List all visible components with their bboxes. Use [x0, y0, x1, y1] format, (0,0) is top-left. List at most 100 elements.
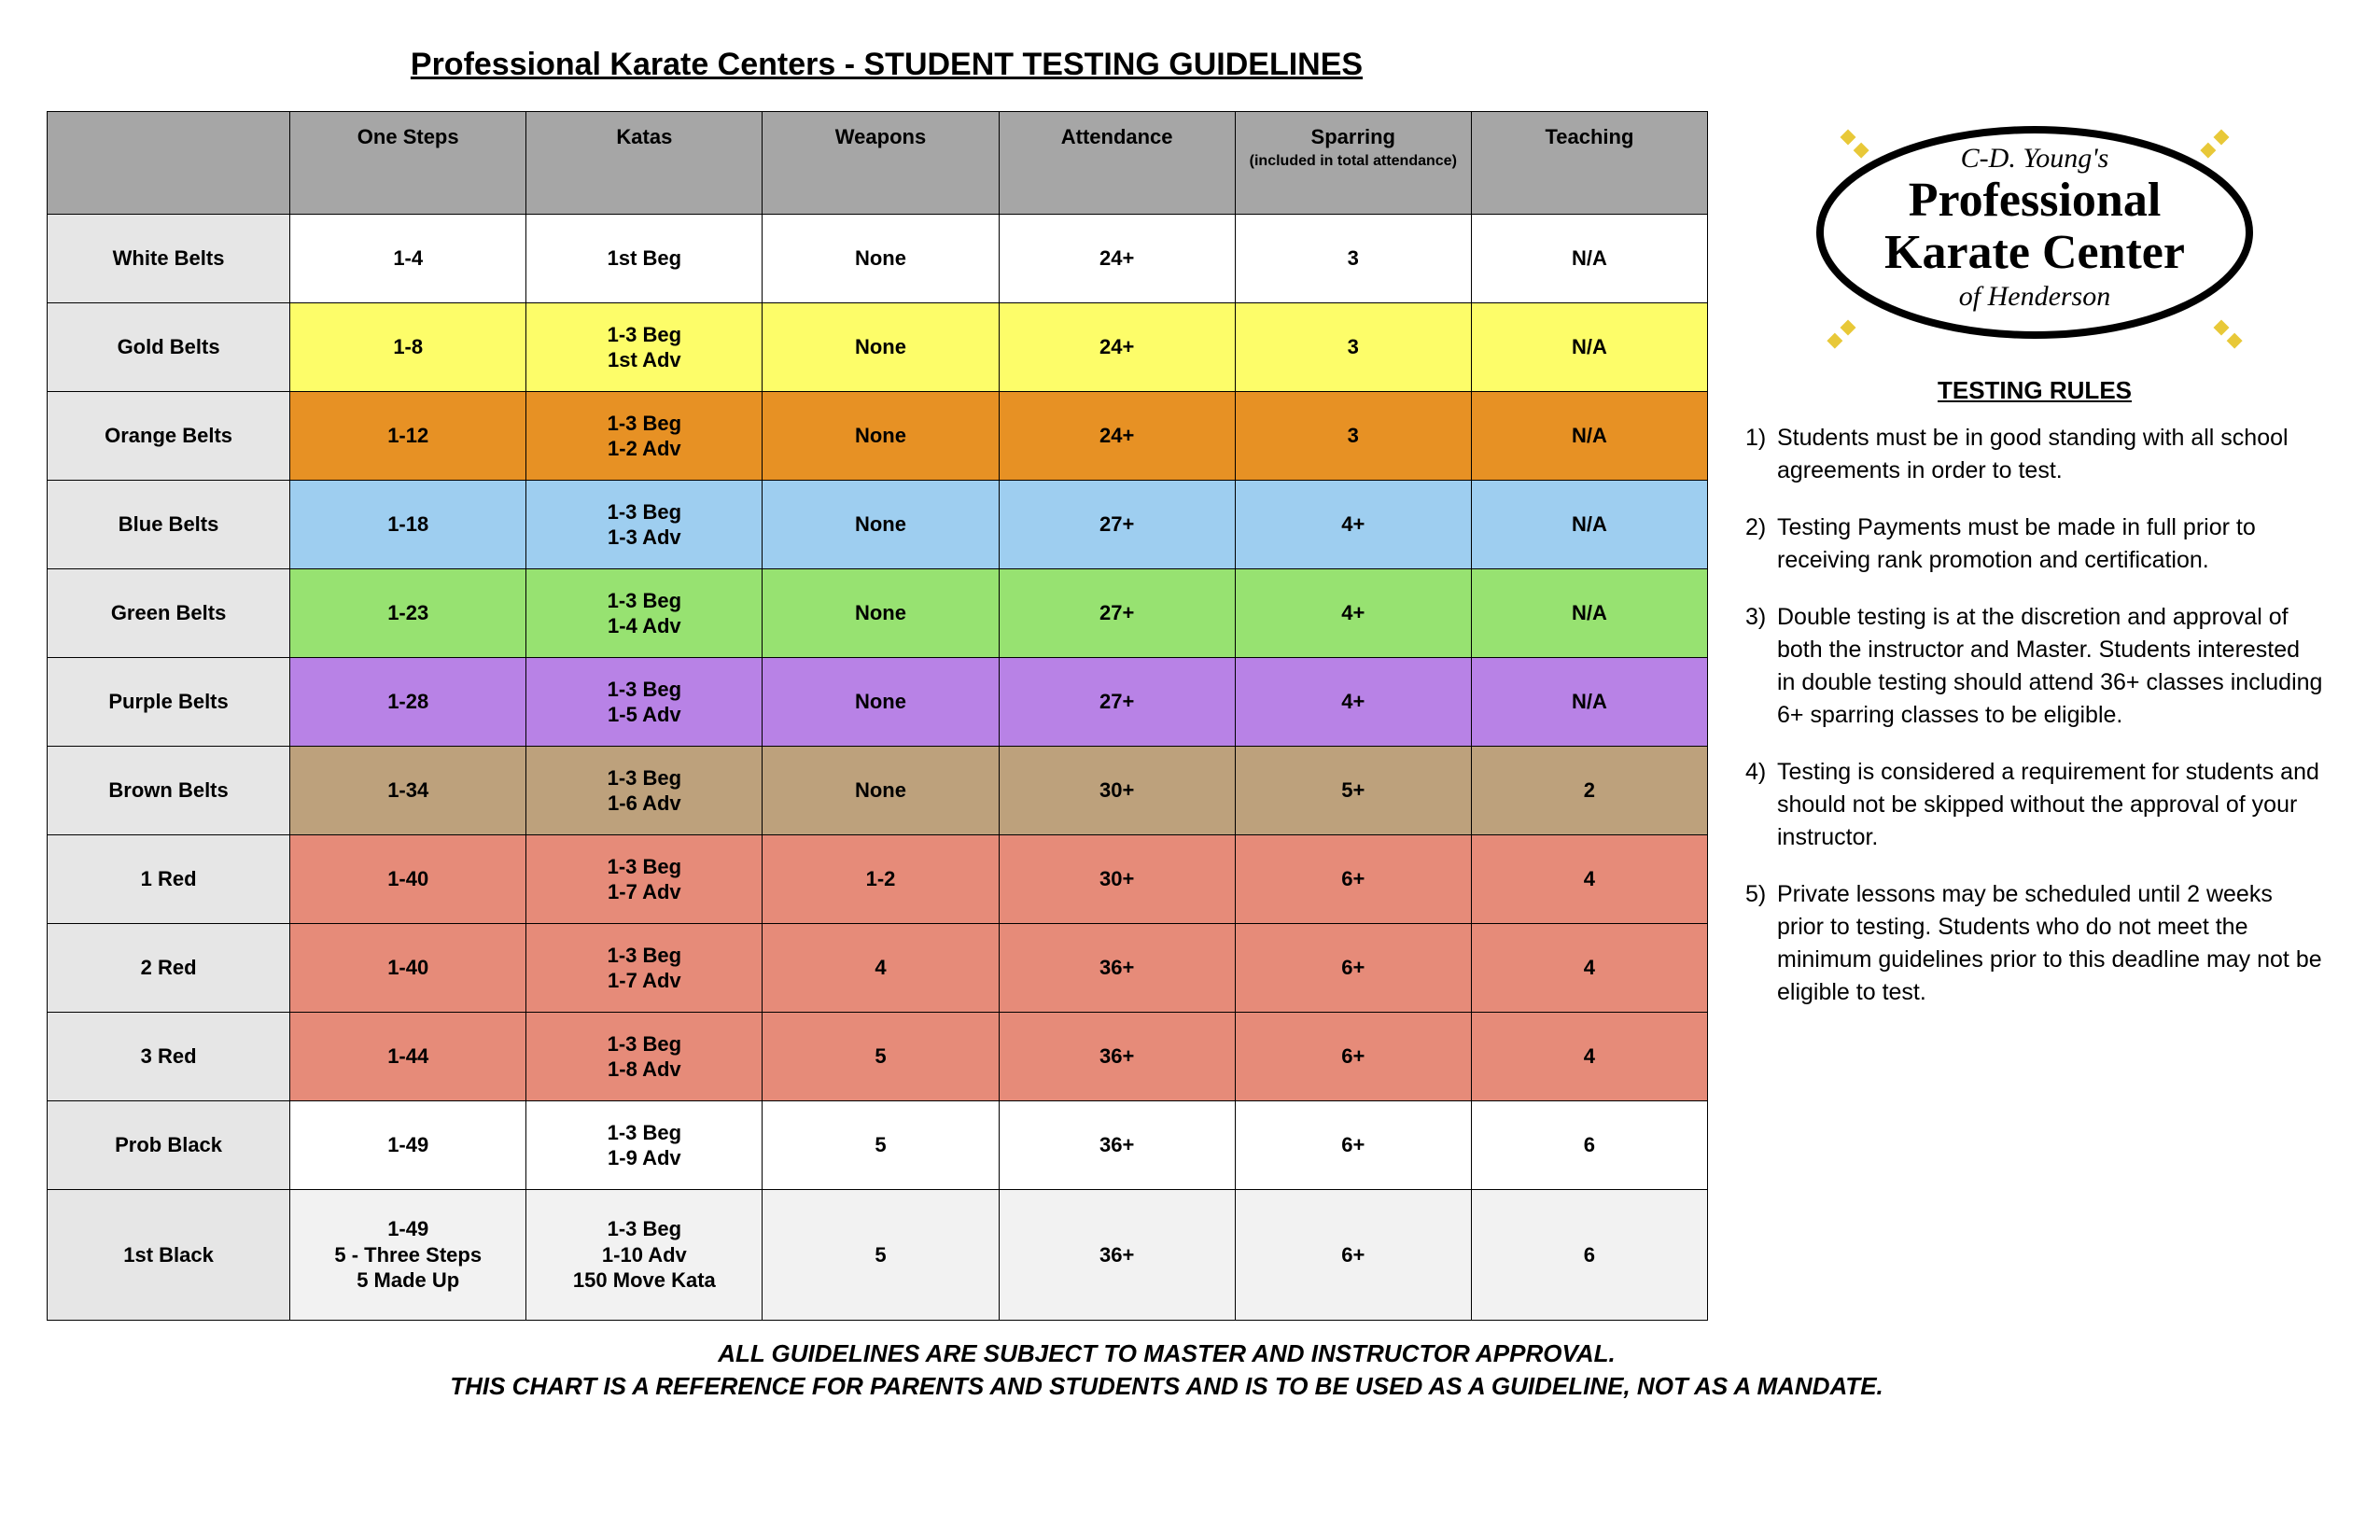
table-cell: 30+: [999, 747, 1235, 835]
table-cell: 1-3 Beg1-7 Adv: [526, 924, 763, 1013]
table-cell: 1-44: [290, 1013, 526, 1101]
rule-text: Private lessons may be scheduled until 2…: [1777, 878, 2324, 1009]
table-cell: 1-28: [290, 658, 526, 747]
page-title: Professional Karate Centers - STUDENT TE…: [47, 47, 1727, 83]
column-header: Sparring (included in total attendance): [1235, 112, 1471, 215]
rule-number: 3): [1745, 601, 1777, 732]
table-cell: 24+: [999, 215, 1235, 303]
table-cell: 1-3 Beg1-8 Adv: [526, 1013, 763, 1101]
table-cell: 6+: [1235, 835, 1471, 924]
column-header-label: Sparring: [1311, 125, 1395, 148]
table-cell: N/A: [1471, 481, 1707, 569]
table-cell: 1-23: [290, 569, 526, 658]
table-cell: 1-3 Beg1st Adv: [526, 303, 763, 392]
row-header: Brown Belts: [48, 747, 290, 835]
rule-number: 4): [1745, 756, 1777, 854]
table-cell: None: [763, 481, 999, 569]
table-row: Prob Black1-491-3 Beg1-9 Adv536+6+6: [48, 1101, 1708, 1190]
table-cell: 1-49: [290, 1101, 526, 1190]
rule-text: Testing Payments must be made in full pr…: [1777, 511, 2324, 577]
column-header: Teaching: [1471, 112, 1707, 215]
rule-item: 2)Testing Payments must be made in full …: [1745, 511, 2324, 577]
table-cell: N/A: [1471, 569, 1707, 658]
logo-bottom: of Henderson: [1959, 281, 2110, 312]
row-header: White Belts: [48, 215, 290, 303]
column-header-sub: (included in total attendance): [1241, 153, 1465, 170]
table-cell: 4: [1471, 835, 1707, 924]
table-cell: 6: [1471, 1101, 1707, 1190]
rule-item: 1)Students must be in good standing with…: [1745, 422, 2324, 487]
rule-number: 1): [1745, 422, 1777, 487]
column-header: Attendance: [999, 112, 1235, 215]
table-cell: None: [763, 747, 999, 835]
table-cell: 1-3 Beg1-7 Adv: [526, 835, 763, 924]
table-cell: 5: [763, 1190, 999, 1321]
row-header: 2 Red: [48, 924, 290, 1013]
table-row: Orange Belts1-121-3 Beg1-2 AdvNone24+3N/…: [48, 392, 1708, 481]
table-cell: 3: [1235, 303, 1471, 392]
footer-line2: THIS CHART IS A REFERENCE FOR PARENTS AN…: [450, 1372, 1883, 1400]
row-header: Prob Black: [48, 1101, 290, 1190]
table-cell: 1-3 Beg1-6 Adv: [526, 747, 763, 835]
rule-item: 4)Testing is considered a requirement fo…: [1745, 756, 2324, 854]
logo-line1: Professional: [1909, 174, 2162, 227]
main-layout: One StepsKatasWeaponsAttendanceSparring(…: [47, 111, 2333, 1321]
column-header-label: One Steps: [357, 125, 459, 148]
logo-top: C-D. Young's: [1961, 143, 2109, 174]
table-cell: 6: [1471, 1190, 1707, 1321]
table-cell: 1-18: [290, 481, 526, 569]
row-header: Purple Belts: [48, 658, 290, 747]
table-cell: 6+: [1235, 1013, 1471, 1101]
table-row: 1 Red1-401-3 Beg1-7 Adv1-230+6+4: [48, 835, 1708, 924]
table-cell: 6+: [1235, 924, 1471, 1013]
table-cell: None: [763, 392, 999, 481]
table-cell: None: [763, 569, 999, 658]
table-cell: 27+: [999, 569, 1235, 658]
row-header: Green Belts: [48, 569, 290, 658]
rules-list: 1)Students must be in good standing with…: [1736, 422, 2333, 1009]
table-cell: 1-3 Beg1-2 Adv: [526, 392, 763, 481]
rule-item: 5)Private lessons may be scheduled until…: [1745, 878, 2324, 1009]
table-cell: 3: [1235, 392, 1471, 481]
column-header: Katas: [526, 112, 763, 215]
table-cell: 3: [1235, 215, 1471, 303]
row-header: 1st Black: [48, 1190, 290, 1321]
logo-line2: Karate Center: [1884, 226, 2185, 279]
table-row: Gold Belts1-81-3 Beg1st AdvNone24+3N/A: [48, 303, 1708, 392]
table-row: Blue Belts1-181-3 Beg1-3 AdvNone27+4+N/A: [48, 481, 1708, 569]
table-cell: 27+: [999, 481, 1235, 569]
table-cell: 4+: [1235, 658, 1471, 747]
sidebar: C-D. Young's Professional Karate Center …: [1736, 111, 2333, 1033]
rules-title: TESTING RULES: [1736, 376, 2333, 405]
table-cell: 1-3 Beg1-5 Adv: [526, 658, 763, 747]
table-cell: N/A: [1471, 215, 1707, 303]
table-cell: 1-12: [290, 392, 526, 481]
table-cell: 1-40: [290, 835, 526, 924]
column-header: One Steps: [290, 112, 526, 215]
table-cell: None: [763, 303, 999, 392]
table-cell: 1-3 Beg1-3 Adv: [526, 481, 763, 569]
table-cell: None: [763, 658, 999, 747]
table-cell: 5: [763, 1013, 999, 1101]
table-cell: 1-2: [763, 835, 999, 924]
table-cell: 27+: [999, 658, 1235, 747]
table-cell: 1-3 Beg1-4 Adv: [526, 569, 763, 658]
table-cell: 1-8: [290, 303, 526, 392]
table-container: One StepsKatasWeaponsAttendanceSparring(…: [47, 111, 1708, 1321]
table-cell: 36+: [999, 924, 1235, 1013]
table-cell: 24+: [999, 392, 1235, 481]
table-cell: N/A: [1471, 392, 1707, 481]
table-cell: N/A: [1471, 303, 1707, 392]
column-header-label: Attendance: [1061, 125, 1173, 148]
table-cell: 1-3 Beg1-9 Adv: [526, 1101, 763, 1190]
table-cell: 30+: [999, 835, 1235, 924]
rule-text: Testing is considered a requirement for …: [1777, 756, 2324, 854]
table-row: Green Belts1-231-3 Beg1-4 AdvNone27+4+N/…: [48, 569, 1708, 658]
footer-line1: ALL GUIDELINES ARE SUBJECT TO MASTER AND…: [718, 1339, 1616, 1367]
rule-text: Double testing is at the discretion and …: [1777, 601, 2324, 732]
table-cell: 4: [763, 924, 999, 1013]
table-cell: 1-34: [290, 747, 526, 835]
table-cell: 36+: [999, 1013, 1235, 1101]
row-header: 3 Red: [48, 1013, 290, 1101]
table-cell: 4+: [1235, 569, 1471, 658]
